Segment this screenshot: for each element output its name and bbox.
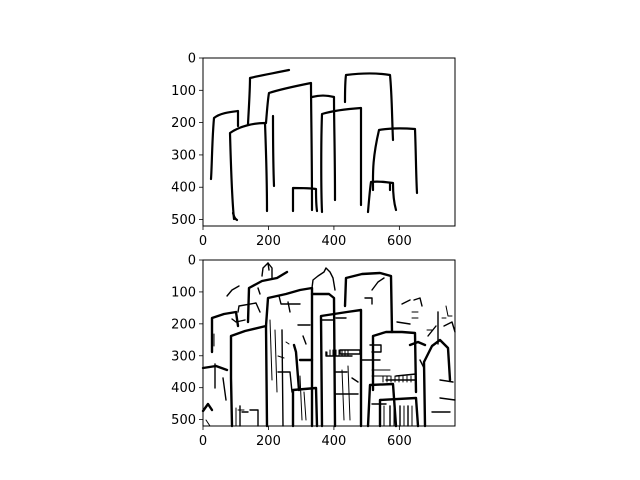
top-x-tick-label: 0 <box>199 234 207 249</box>
bottom-x-tick-label: 400 <box>321 434 346 449</box>
top-image-panel: 0 200 400 600 0 100 200 300 400 500 <box>171 52 456 249</box>
top-y-tick-label: 0 <box>188 52 196 67</box>
bottom-y-tick-label: 500 <box>171 413 196 428</box>
bottom-y-tick-label: 0 <box>188 254 196 269</box>
bottom-x-tick-label: 0 <box>199 434 207 449</box>
bottom-y-tick-label: 300 <box>171 349 196 364</box>
bottom-skyline-edges <box>201 262 456 428</box>
top-x-tick-label: 600 <box>387 234 412 249</box>
top-y-tick-label: 300 <box>171 148 196 163</box>
bottom-x-tick-label: 200 <box>256 434 281 449</box>
top-y-tick-label: 400 <box>171 181 196 196</box>
bottom-y-tick-label: 400 <box>171 381 196 396</box>
top-y-tick-label: 200 <box>171 116 196 131</box>
top-x-tick-label: 400 <box>321 234 346 249</box>
bottom-x-tick-label: 600 <box>387 434 412 449</box>
top-y-tick-label: 500 <box>171 213 196 228</box>
bottom-y-tick-label: 100 <box>171 285 196 300</box>
top-skyline-sketch <box>209 68 419 222</box>
top-y-axis: 0 100 200 300 400 500 <box>171 52 203 228</box>
bottom-y-axis: 0 100 200 300 400 500 <box>171 254 203 428</box>
top-y-tick-label: 100 <box>171 84 196 99</box>
bottom-image-panel: 0 200 400 600 0 100 200 300 400 500 <box>171 254 456 449</box>
bottom-x-axis: 0 200 400 600 <box>199 426 412 449</box>
top-x-axis: 0 200 400 600 <box>199 226 412 249</box>
top-x-tick-label: 200 <box>256 234 281 249</box>
bottom-y-tick-label: 200 <box>171 317 196 332</box>
